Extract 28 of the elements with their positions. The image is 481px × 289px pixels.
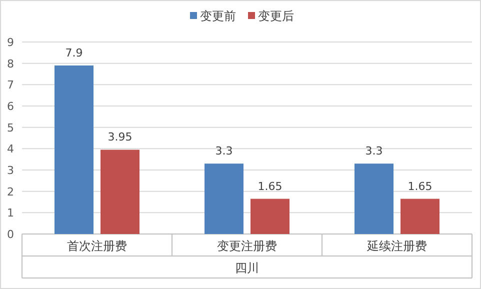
x-tick-label: 变更注册费 <box>217 239 277 253</box>
y-tick-label: 7 <box>7 78 14 92</box>
y-tick-label: 4 <box>7 142 14 156</box>
data-label: 3.3 <box>365 144 383 158</box>
bar <box>400 198 440 234</box>
x-tick-label: 延续注册费 <box>366 239 427 253</box>
data-label: 3.3 <box>215 144 233 158</box>
bar <box>54 65 94 234</box>
y-tick-label: 6 <box>7 100 14 113</box>
y-tick-label: 2 <box>7 185 14 198</box>
y-tick-label: 0 <box>7 228 14 241</box>
x-axis-title: 四川 <box>235 261 259 275</box>
bar <box>354 164 394 234</box>
y-tick-label: 9 <box>7 36 14 49</box>
legend-label: 变更前 <box>200 9 236 23</box>
y-tick-label: 8 <box>7 57 14 70</box>
data-label: 3.95 <box>108 130 132 144</box>
bar <box>100 150 140 234</box>
y-tick-label: 5 <box>7 121 14 134</box>
data-label: 1.65 <box>258 180 282 193</box>
legend-label: 变更后 <box>258 9 294 23</box>
y-tick-label: 3 <box>7 164 14 177</box>
data-label: 1.65 <box>408 180 432 193</box>
x-tick-label: 首次注册费 <box>67 239 127 253</box>
bar <box>204 164 244 234</box>
y-tick-label: 1 <box>7 206 14 220</box>
bar <box>250 198 290 234</box>
data-label: 7.9 <box>65 46 83 60</box>
